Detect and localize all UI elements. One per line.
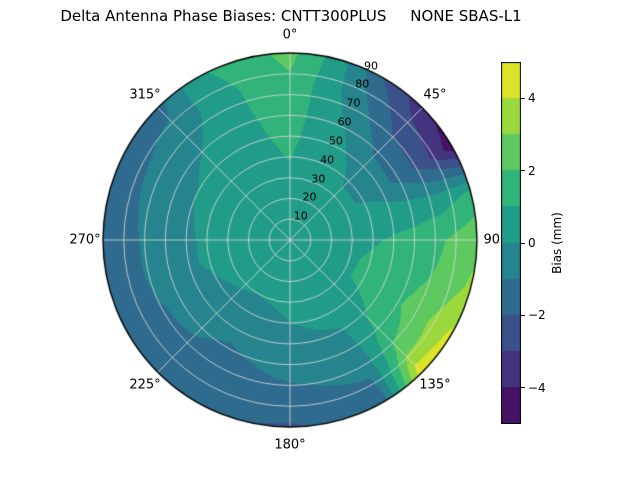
radial-tick-label: 90 bbox=[364, 59, 379, 73]
colorbar-tick-label: −4 bbox=[528, 380, 546, 395]
azimuth-tick-label: 315° bbox=[129, 87, 161, 103]
radial-tick-label: 40 bbox=[320, 153, 335, 167]
colorbar-axis-label: Bias (mm) bbox=[550, 212, 564, 274]
colorbar bbox=[501, 62, 521, 424]
radial-tick-label: 20 bbox=[302, 190, 317, 204]
radial-tick-label: 10 bbox=[293, 209, 308, 223]
colorbar-tick-label: 0 bbox=[528, 236, 536, 250]
azimuth-tick-label: 270° bbox=[69, 232, 101, 248]
radial-tick-label: 50 bbox=[328, 134, 343, 148]
polar-heatmap-canvas bbox=[101, 51, 479, 429]
colorbar-tick bbox=[521, 97, 525, 99]
radial-tick-label: 80 bbox=[355, 77, 370, 91]
azimuth-tick-label: 0° bbox=[282, 27, 298, 43]
azimuth-tick-label: 135° bbox=[419, 377, 451, 393]
colorbar-tick bbox=[521, 242, 525, 244]
azimuth-tick-label: 45° bbox=[423, 87, 447, 103]
radial-tick-label: 30 bbox=[311, 172, 326, 185]
colorbar-tick-label: 4 bbox=[528, 91, 536, 106]
azimuth-tick-label: 225° bbox=[129, 377, 161, 393]
chart-title: Delta Antenna Phase Biases: CNTT300PLUS … bbox=[60, 7, 522, 25]
colorbar-tick-label: 2 bbox=[528, 163, 536, 178]
radial-tick-label: 60 bbox=[337, 115, 352, 129]
azimuth-tick-label: 180° bbox=[274, 437, 306, 453]
radial-tick-label: 70 bbox=[346, 96, 361, 110]
colorbar-tick bbox=[521, 314, 525, 316]
colorbar-tick-label: −2 bbox=[528, 308, 546, 323]
colorbar-tick bbox=[521, 170, 525, 172]
colorbar-tick bbox=[521, 387, 525, 389]
azimuth-tick-label: 90° bbox=[483, 232, 507, 248]
